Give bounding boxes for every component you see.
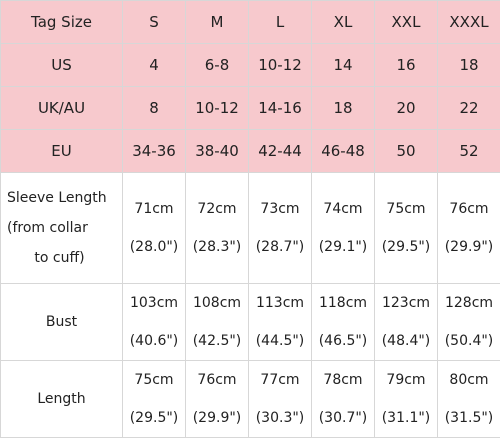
- sleeve-label-line-2: (from collar: [7, 220, 88, 236]
- sleeve-inch: (29.5"): [381, 239, 431, 255]
- tag-size-row: Tag Size S M L XL XXL XXXL: [0, 0, 500, 44]
- length-cell-xl: 78cm (30.7"): [311, 360, 375, 438]
- sleeve-inch: (28.7"): [255, 239, 305, 255]
- length-cm: 78cm: [323, 372, 363, 388]
- length-cm: 77cm: [260, 372, 300, 388]
- length-cm: 80cm: [449, 372, 489, 388]
- sleeve-cell-xxxl: 76cm (29.9"): [437, 172, 500, 284]
- us-value-xl: 14: [311, 43, 375, 87]
- length-cell-xxl: 79cm (31.1"): [374, 360, 438, 438]
- eu-label: EU: [0, 129, 123, 173]
- size-header-s: S: [122, 0, 186, 44]
- sleeve-length-row: Sleeve Length (from collar to cuff) 71cm…: [0, 172, 500, 284]
- us-label: US: [0, 43, 123, 87]
- eu-value-s: 34-36: [122, 129, 186, 173]
- uk-au-value-l: 14-16: [248, 86, 312, 130]
- uk-au-value-xxxl: 22: [437, 86, 500, 130]
- sleeve-cm: 73cm: [260, 201, 300, 217]
- bust-cm: 123cm: [381, 295, 431, 311]
- bust-inch: (48.4"): [381, 333, 431, 349]
- bust-cm: 108cm: [192, 295, 242, 311]
- sleeve-label-line-3: to cuff): [34, 250, 85, 266]
- uk-au-value-xl: 18: [311, 86, 375, 130]
- sleeve-inch: (29.9"): [444, 239, 494, 255]
- sleeve-cm: 74cm: [323, 201, 363, 217]
- length-row: Length 75cm (29.5") 76cm (29.9") 77cm (30.3…: [0, 360, 500, 438]
- length-cell-l: 77cm (30.3"): [248, 360, 312, 438]
- length-cell-s: 75cm (29.5"): [122, 360, 186, 438]
- sleeve-cm: 72cm: [197, 201, 237, 217]
- eu-value-m: 38-40: [185, 129, 249, 173]
- sleeve-cell-xl: 74cm (29.1"): [311, 172, 375, 284]
- eu-size-row: EU 34-36 38-40 42-44 46-48 50 52: [0, 129, 500, 173]
- size-header-m: M: [185, 0, 249, 44]
- bust-inch: (42.5"): [192, 333, 242, 349]
- length-label: Length: [0, 360, 123, 438]
- us-value-l: 10-12: [248, 43, 312, 87]
- uk-au-value-s: 8: [122, 86, 186, 130]
- length-cm: 79cm: [386, 372, 426, 388]
- bust-inch: (44.5"): [255, 333, 305, 349]
- size-header-xxxl: XXXL: [437, 0, 500, 44]
- sleeve-cm: 76cm: [449, 201, 489, 217]
- sleeve-label-line-1: Sleeve Length: [7, 190, 107, 206]
- uk-au-value-m: 10-12: [185, 86, 249, 130]
- bust-cell-m: 108cm (42.5"): [185, 283, 249, 361]
- bust-cell-s: 103cm (40.6"): [122, 283, 186, 361]
- us-value-m: 6-8: [185, 43, 249, 87]
- eu-value-xl: 46-48: [311, 129, 375, 173]
- sleeve-cell-xxl: 75cm (29.5"): [374, 172, 438, 284]
- length-inch: (31.5"): [444, 410, 494, 426]
- us-value-s: 4: [122, 43, 186, 87]
- length-cell-m: 76cm (29.9"): [185, 360, 249, 438]
- us-value-xxxl: 18: [437, 43, 500, 87]
- bust-cell-xxxl: 128cm (50.4"): [437, 283, 500, 361]
- size-header-xl: XL: [311, 0, 375, 44]
- length-inch: (30.7"): [318, 410, 368, 426]
- sleeve-inch: (29.1"): [318, 239, 368, 255]
- bust-inch: (46.5"): [318, 333, 368, 349]
- sleeve-inch: (28.0"): [129, 239, 179, 255]
- uk-au-value-xxl: 20: [374, 86, 438, 130]
- bust-cell-l: 113cm (44.5"): [248, 283, 312, 361]
- sleeve-inch: (28.3"): [192, 239, 242, 255]
- length-inch: (31.1"): [381, 410, 431, 426]
- bust-label: Bust: [0, 283, 123, 361]
- sleeve-cm: 75cm: [386, 201, 426, 217]
- sleeve-cell-l: 73cm (28.7"): [248, 172, 312, 284]
- bust-inch: (40.6"): [129, 333, 179, 349]
- us-size-row: US 4 6-8 10-12 14 16 18: [0, 43, 500, 87]
- eu-value-xxxl: 52: [437, 129, 500, 173]
- uk-au-size-row: UK/AU 8 10-12 14-16 18 20 22: [0, 86, 500, 130]
- sleeve-length-label: Sleeve Length (from collar to cuff): [0, 172, 123, 284]
- size-header-l: L: [248, 0, 312, 44]
- length-cm: 76cm: [197, 372, 237, 388]
- uk-au-label: UK/AU: [0, 86, 123, 130]
- size-header-xxl: XXL: [374, 0, 438, 44]
- bust-cm: 118cm: [318, 295, 368, 311]
- sleeve-cm: 71cm: [134, 201, 174, 217]
- length-inch: (29.5"): [129, 410, 179, 426]
- length-cell-xxxl: 80cm (31.5"): [437, 360, 500, 438]
- tag-size-label: Tag Size: [0, 0, 123, 44]
- length-inch: (29.9"): [192, 410, 242, 426]
- bust-cm: 128cm: [444, 295, 494, 311]
- length-inch: (30.3"): [255, 410, 305, 426]
- us-value-xxl: 16: [374, 43, 438, 87]
- bust-cm: 113cm: [255, 295, 305, 311]
- eu-value-xxl: 50: [374, 129, 438, 173]
- bust-cm: 103cm: [129, 295, 179, 311]
- bust-row: Bust 103cm (40.6") 108cm (42.5") 113cm (44.…: [0, 283, 500, 361]
- bust-cell-xxl: 123cm (48.4"): [374, 283, 438, 361]
- sleeve-cell-s: 71cm (28.0"): [122, 172, 186, 284]
- eu-value-l: 42-44: [248, 129, 312, 173]
- bust-cell-xl: 118cm (46.5"): [311, 283, 375, 361]
- bust-inch: (50.4"): [444, 333, 494, 349]
- length-cm: 75cm: [134, 372, 174, 388]
- sleeve-cell-m: 72cm (28.3"): [185, 172, 249, 284]
